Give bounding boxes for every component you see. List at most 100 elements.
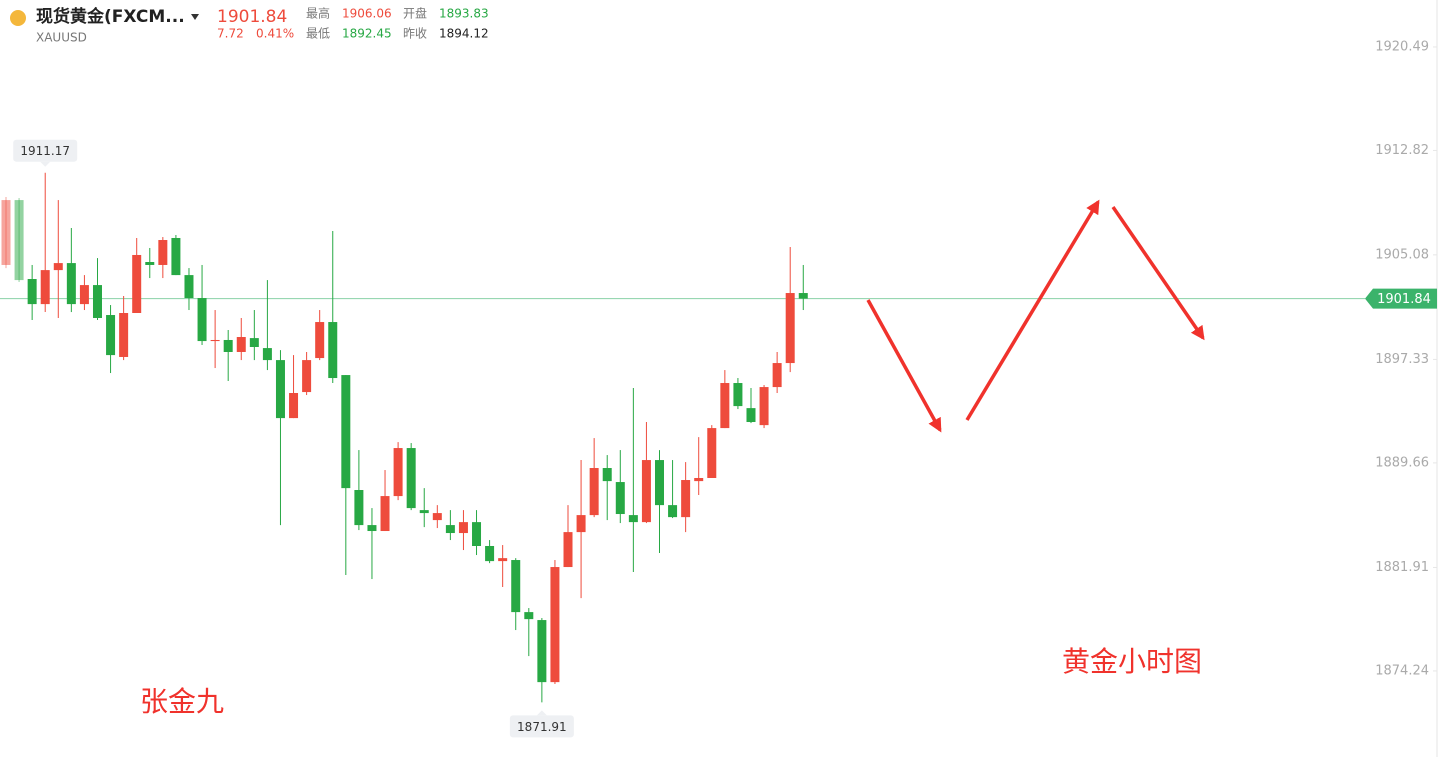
candle-body xyxy=(79,285,89,305)
candle-body xyxy=(511,560,521,613)
arrow xyxy=(1111,206,1205,341)
candle-body xyxy=(668,505,678,518)
candle-body xyxy=(328,322,338,379)
candle-body xyxy=(289,393,299,419)
label: 开盘 xyxy=(403,6,427,21)
candle-body xyxy=(707,428,717,478)
y-tick-label: 1881.91 xyxy=(1375,560,1429,575)
label: 最低 xyxy=(306,27,330,41)
extreme-label-pointer xyxy=(40,161,51,167)
candle-body xyxy=(92,285,102,318)
candle-body xyxy=(498,558,508,562)
candle-body xyxy=(315,322,325,359)
candle-body xyxy=(184,275,194,299)
candle-body xyxy=(537,620,547,683)
candle-body xyxy=(628,515,638,523)
dropdown-caret[interactable] xyxy=(191,14,199,20)
candle-body xyxy=(798,293,808,299)
candle-body xyxy=(681,480,691,518)
candle-body xyxy=(393,448,403,497)
value: 1893.83 xyxy=(439,7,489,21)
arrow xyxy=(866,299,942,433)
candle-body xyxy=(785,293,795,364)
candle-body xyxy=(354,490,364,526)
candle-body xyxy=(746,408,756,423)
plot: 1874.24 1881.91 1889.66 1897.33 1905.08 1912.… xyxy=(0,39,1437,738)
candle-body xyxy=(458,522,468,534)
candle-body xyxy=(550,567,560,683)
candle-body xyxy=(275,360,285,419)
candle-body xyxy=(262,348,272,361)
candle-body xyxy=(589,468,599,516)
value: 1894.12 xyxy=(439,27,489,41)
price: 1901.84 xyxy=(217,7,287,27)
candle-body xyxy=(485,545,495,562)
candle-body xyxy=(53,263,63,271)
last-price-label: 1901.84 xyxy=(1377,292,1431,307)
candle-body xyxy=(406,448,416,509)
extreme-label: 1911.17 xyxy=(20,144,70,158)
value: 1892.45 xyxy=(342,27,392,41)
candle-body xyxy=(380,496,390,532)
candle-body xyxy=(759,387,769,426)
candle-body xyxy=(210,339,220,342)
candle-body xyxy=(302,360,312,393)
last-price-tag xyxy=(1365,288,1437,309)
value: 1906.06 xyxy=(342,7,392,21)
candle-body xyxy=(145,262,155,265)
y-tick-label: 1897.33 xyxy=(1375,352,1429,367)
label: 昨收 xyxy=(403,27,427,41)
candle-body xyxy=(720,383,730,429)
candle-body xyxy=(197,298,207,342)
symbol-icon xyxy=(10,10,26,26)
candle-body xyxy=(27,279,37,305)
label: 最高 xyxy=(306,6,330,21)
candle-body xyxy=(14,200,24,281)
change-pct: 0.41% xyxy=(256,27,294,41)
candle-body xyxy=(445,525,455,534)
candle-body xyxy=(733,383,743,407)
candle-body xyxy=(615,482,625,515)
candle-body xyxy=(694,477,704,482)
candle-body xyxy=(641,460,651,523)
candle-body xyxy=(419,510,429,514)
candle-body xyxy=(432,513,442,521)
candle-body xyxy=(40,270,50,305)
candle-body xyxy=(655,460,664,506)
candle-body xyxy=(602,468,612,482)
change: 7.72 xyxy=(217,27,244,41)
symbol: XAUUSD xyxy=(36,31,87,45)
candle-body xyxy=(158,240,168,265)
arrow xyxy=(965,199,1100,421)
candle-body xyxy=(367,525,377,532)
candle-body xyxy=(106,315,116,356)
hand-drawn-arrows xyxy=(866,199,1205,433)
y-tick-label: 1874.24 xyxy=(1375,663,1429,678)
candle-body xyxy=(119,312,129,357)
candle-body xyxy=(524,612,534,620)
candle-body xyxy=(223,339,233,352)
candle-body xyxy=(1,200,11,265)
candle-body xyxy=(772,363,782,388)
candle-body xyxy=(236,337,246,352)
annotation: 黄金小时图 xyxy=(1062,645,1202,678)
y-tick-label: 1920.49 xyxy=(1375,39,1429,54)
candle-body xyxy=(249,338,259,347)
y-tick-label: 1912.82 xyxy=(1375,143,1429,158)
candle-body xyxy=(472,522,482,546)
header: 现货黄金(FXCM... XAUUSD 1901.84 7.72 0.41% 最… xyxy=(10,6,489,45)
candle-body xyxy=(132,254,142,313)
extreme-label: 1871.91 xyxy=(517,720,567,734)
annotation: 张金九 xyxy=(140,685,224,718)
candle-body xyxy=(171,237,181,276)
candle-body xyxy=(563,532,573,568)
candle-body xyxy=(576,515,586,533)
y-tick-label: 1889.66 xyxy=(1375,455,1429,470)
extreme-label-box xyxy=(509,715,574,738)
y-tick-label: 1905.08 xyxy=(1375,247,1429,262)
instrument-name[interactable]: 现货黄金(FXCM... xyxy=(36,6,185,27)
extreme-label-pointer xyxy=(536,710,547,716)
candle-body xyxy=(66,263,76,305)
extreme-label-box xyxy=(13,139,78,162)
